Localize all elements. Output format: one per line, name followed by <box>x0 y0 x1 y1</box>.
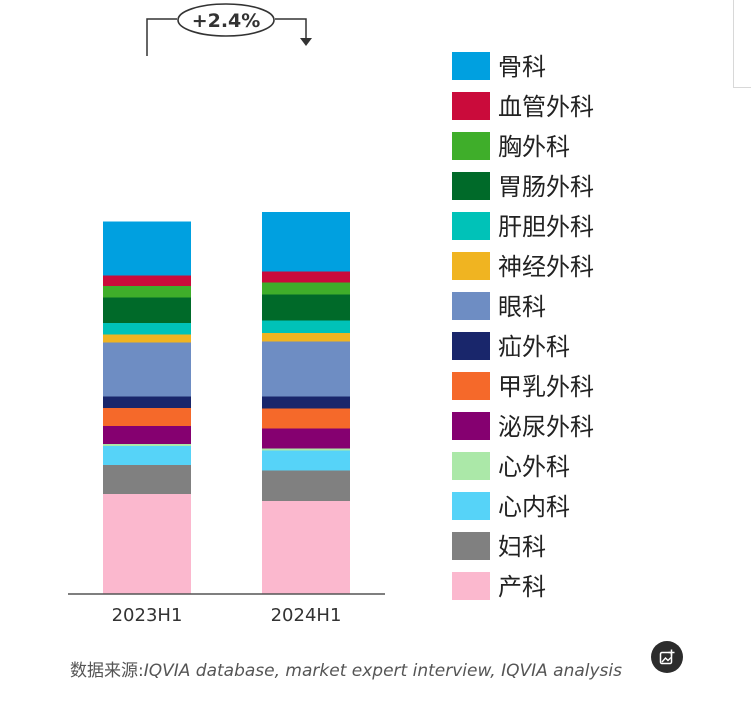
bar-segment-2023H1-5 <box>103 408 191 426</box>
legend-label: 泌尿外科 <box>498 413 594 441</box>
legend-swatch <box>452 212 490 240</box>
bar-segment-2024H1-6 <box>262 396 350 409</box>
legend-swatch <box>452 252 490 280</box>
legend-label: 神经外科 <box>498 253 594 281</box>
bar-segment-2023H1-7 <box>103 342 191 397</box>
x-tick-label: 2024H1 <box>271 605 342 626</box>
bar-segment-2024H1-13 <box>262 212 350 272</box>
annotation-arrowhead <box>300 38 312 46</box>
bar-segment-2023H1-12 <box>103 275 191 286</box>
add-image-icon <box>659 649 675 665</box>
bar-segment-2024H1-4 <box>262 428 350 449</box>
bar-segment-2023H1-1 <box>103 465 191 494</box>
legend-swatch <box>452 172 490 200</box>
bar-segment-2024H1-1 <box>262 470 350 501</box>
bars <box>103 212 350 594</box>
legend-label: 心外科 <box>498 453 570 481</box>
annotation-oval <box>177 3 275 37</box>
legend-swatch <box>452 52 490 80</box>
x-tick-labels: 2023H1 2024H1 <box>112 605 342 626</box>
bar-segment-2023H1-10 <box>103 297 191 323</box>
bar-segment-2024H1-7 <box>262 341 350 397</box>
annotation-text: +2.4% <box>192 10 261 32</box>
bar-segment-2024H1-11 <box>262 282 350 295</box>
bar-segment-2023H1-6 <box>103 396 191 408</box>
bar-segment-2023H1-8 <box>103 334 191 343</box>
bar-segment-2023H1-4 <box>103 426 191 444</box>
legend-label: 心内科 <box>498 493 570 521</box>
bar-segment-2023H1-13 <box>103 221 191 276</box>
legend-label: 骨科 <box>498 53 546 81</box>
source-text: IQVIA database, market expert interview,… <box>143 661 622 681</box>
bar-segment-2024H1-2 <box>262 450 350 471</box>
window-edge-panel <box>733 0 751 88</box>
legend-swatch <box>452 532 490 560</box>
legend-label: 胃肠外科 <box>498 173 594 201</box>
legend: 骨科血管外科胸外科胃肠外科肝胆外科神经外科眼科疝外科甲乳外科泌尿外科心外科心内科… <box>452 52 594 601</box>
source-label: 数据来源: <box>70 661 144 681</box>
bar-segment-2023H1-0 <box>103 494 191 594</box>
legend-label: 甲乳外科 <box>498 373 594 401</box>
legend-swatch <box>452 412 490 440</box>
bar-segment-2024H1-5 <box>262 408 350 429</box>
legend-swatch <box>452 92 490 120</box>
legend-swatch <box>452 332 490 360</box>
bar-segment-2024H1-10 <box>262 294 350 321</box>
bar-segment-2024H1-3 <box>262 448 350 451</box>
bar-segment-2023H1-3 <box>103 444 191 446</box>
bar-segment-2023H1-11 <box>103 286 191 298</box>
legend-label: 疝外科 <box>498 333 570 361</box>
bar-segment-2024H1-0 <box>262 501 350 594</box>
legend-label: 产科 <box>498 573 546 601</box>
legend-label: 肝胆外科 <box>498 213 594 241</box>
legend-swatch <box>452 132 490 160</box>
legend-label: 血管外科 <box>498 93 594 121</box>
bar-segment-2024H1-8 <box>262 333 350 342</box>
legend-swatch <box>452 292 490 320</box>
bar-segment-2024H1-12 <box>262 271 350 283</box>
legend-swatch <box>452 372 490 400</box>
bar-segment-2024H1-9 <box>262 320 350 333</box>
bar-segment-2023H1-9 <box>103 323 191 335</box>
legend-swatch <box>452 452 490 480</box>
growth-annotation: +2.4% <box>146 3 312 56</box>
x-tick-label: 2023H1 <box>112 605 183 626</box>
legend-label: 眼科 <box>498 293 546 321</box>
legend-swatch <box>452 572 490 600</box>
annotation-connector <box>146 18 307 56</box>
bar-segment-2023H1-2 <box>103 446 191 465</box>
add-image-button[interactable] <box>651 641 683 673</box>
legend-label: 妇科 <box>498 533 546 561</box>
legend-label: 胸外科 <box>498 133 570 161</box>
source-note: 数据来源:IQVIA database, market expert inter… <box>70 656 622 681</box>
legend-swatch <box>452 492 490 520</box>
